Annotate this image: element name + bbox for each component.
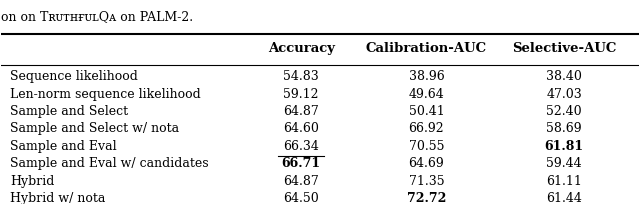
Text: 59.44: 59.44 [547, 157, 582, 170]
Text: 64.87: 64.87 [284, 175, 319, 187]
Text: 61.11: 61.11 [546, 175, 582, 187]
Text: 50.41: 50.41 [408, 105, 444, 118]
Text: Sample and Eval w/ candidates: Sample and Eval w/ candidates [10, 157, 209, 170]
Text: Calibration-AUC: Calibration-AUC [366, 42, 487, 55]
Text: Hybrid w/ nota: Hybrid w/ nota [10, 192, 106, 204]
Text: Hybrid: Hybrid [10, 175, 54, 187]
Text: Selective-AUC: Selective-AUC [512, 42, 616, 55]
Text: 38.40: 38.40 [546, 70, 582, 83]
Text: Accuracy: Accuracy [268, 42, 335, 55]
Text: 59.12: 59.12 [284, 88, 319, 101]
Text: 66.92: 66.92 [408, 122, 444, 135]
Text: 64.50: 64.50 [284, 192, 319, 204]
Text: 64.69: 64.69 [408, 157, 444, 170]
Text: 49.64: 49.64 [408, 88, 444, 101]
Text: 64.60: 64.60 [284, 122, 319, 135]
Text: 70.55: 70.55 [409, 140, 444, 153]
Text: 61.44: 61.44 [546, 192, 582, 204]
Text: 52.40: 52.40 [547, 105, 582, 118]
Text: Len-norm sequence likelihood: Len-norm sequence likelihood [10, 88, 201, 101]
Text: 64.87: 64.87 [284, 105, 319, 118]
Text: 71.35: 71.35 [408, 175, 444, 187]
Text: 66.71: 66.71 [282, 157, 321, 170]
Text: Sample and Select: Sample and Select [10, 105, 129, 118]
Text: 54.83: 54.83 [284, 70, 319, 83]
Text: Sample and Eval: Sample and Eval [10, 140, 117, 153]
Text: Sequence likelihood: Sequence likelihood [10, 70, 138, 83]
Text: Sample and Select w/ nota: Sample and Select w/ nota [10, 122, 179, 135]
Text: 47.03: 47.03 [546, 88, 582, 101]
Text: 58.69: 58.69 [547, 122, 582, 135]
Text: on on TʀᴜᴛʜғᴜʟQᴀ on PALM-2.: on on TʀᴜᴛʜғᴜʟQᴀ on PALM-2. [1, 11, 193, 24]
Text: 38.96: 38.96 [408, 70, 444, 83]
Text: 72.72: 72.72 [406, 192, 446, 204]
Text: 66.34: 66.34 [284, 140, 319, 153]
Text: 61.81: 61.81 [545, 140, 584, 153]
